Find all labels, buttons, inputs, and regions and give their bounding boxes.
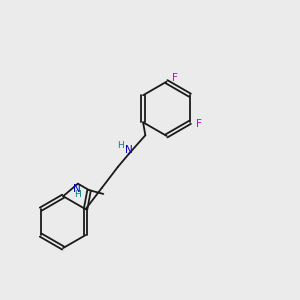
Text: N: N [74,184,81,194]
Text: N: N [125,145,133,155]
Text: F: F [172,73,178,83]
Text: H: H [74,190,81,199]
Text: H: H [117,141,124,150]
Text: F: F [196,119,202,129]
